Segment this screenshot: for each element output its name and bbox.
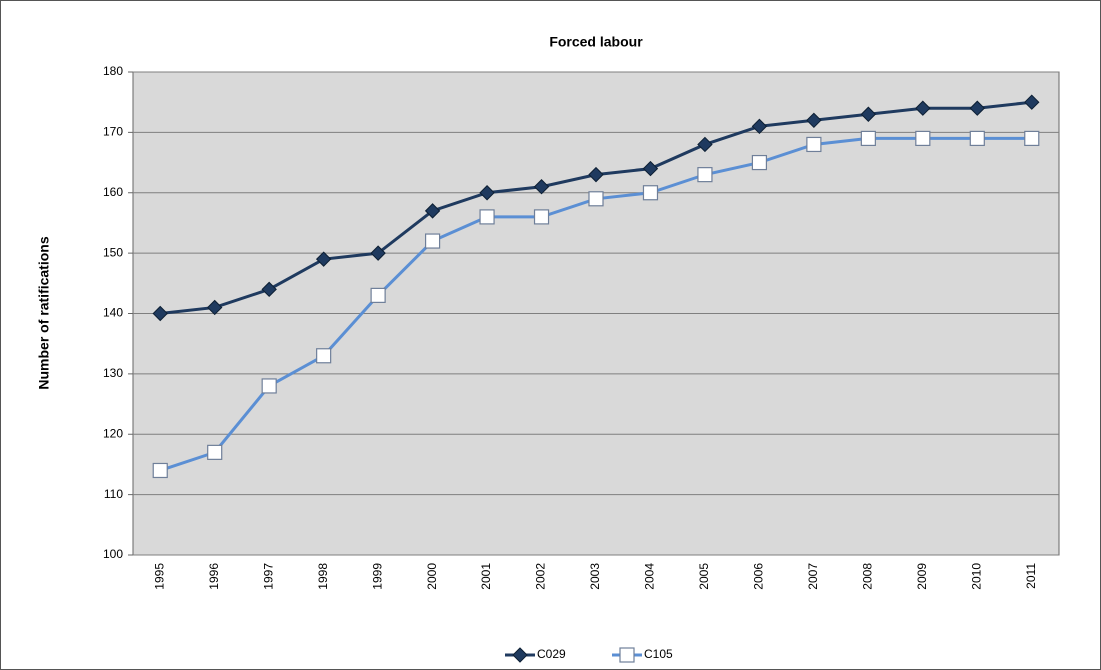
marker: [588, 166, 604, 183]
y-tick-label: 180: [103, 64, 123, 78]
y-tick-label: 160: [103, 185, 123, 199]
legend-label: C105: [644, 647, 673, 661]
marker: [370, 287, 386, 303]
marker: [642, 185, 659, 201]
x-tick-label: 2011: [1024, 563, 1038, 589]
marker: [806, 112, 822, 129]
marker: [697, 167, 713, 183]
marker: [424, 203, 441, 219]
marker: [370, 245, 386, 261]
chart-title: Forced labour: [549, 34, 643, 50]
marker: [1024, 94, 1040, 110]
marker: [642, 160, 659, 177]
x-tick-label: 2004: [643, 563, 657, 590]
y-tick-label: 110: [104, 487, 123, 501]
legend-marker: [512, 647, 528, 663]
legend-label: C029: [537, 647, 566, 661]
x-tick-label: 2007: [806, 563, 820, 590]
marker: [969, 130, 985, 147]
x-tick-label: 2000: [425, 563, 439, 590]
marker: [915, 130, 931, 147]
marker: [806, 136, 822, 153]
x-tick-label: 2003: [588, 563, 602, 590]
x-tick-label: 2002: [534, 563, 548, 590]
x-tick-label: 1999: [370, 563, 384, 590]
marker: [751, 118, 768, 135]
marker: [316, 348, 332, 364]
marker: [424, 233, 441, 249]
marker: [588, 191, 604, 207]
marker: [206, 299, 223, 316]
x-tick-label: 2010: [969, 563, 983, 590]
marker: [207, 444, 223, 460]
legend-marker: [619, 647, 635, 663]
marker: [479, 185, 495, 201]
y-axis-label: Number of ratifications: [36, 236, 52, 389]
y-tick-label: 140: [103, 306, 123, 320]
x-tick-label: 1996: [207, 563, 221, 590]
marker: [533, 179, 550, 195]
marker: [697, 136, 713, 153]
y-tick-label: 100: [103, 547, 123, 561]
marker: [751, 154, 768, 171]
marker: [315, 251, 332, 267]
x-tick-label: 1997: [261, 563, 275, 590]
x-tick-label: 2008: [861, 563, 875, 590]
marker: [969, 100, 986, 116]
x-tick-label: 2005: [697, 563, 711, 590]
y-tick-label: 150: [103, 245, 123, 259]
marker: [261, 378, 277, 394]
marker: [860, 130, 876, 147]
x-tick-label: 1995: [152, 563, 166, 590]
marker: [152, 305, 168, 322]
marker: [533, 209, 550, 225]
marker: [152, 462, 168, 479]
y-tick-label: 130: [103, 366, 123, 380]
marker: [1024, 130, 1040, 147]
marker: [261, 281, 277, 298]
marker: [915, 100, 931, 116]
x-tick-label: 1998: [316, 563, 330, 590]
y-tick-label: 170: [103, 125, 123, 139]
x-tick-label: 2006: [752, 563, 766, 590]
marker: [860, 106, 877, 122]
y-tick-label: 120: [103, 426, 123, 440]
marker: [479, 209, 495, 225]
x-tick-label: 2001: [479, 563, 493, 590]
x-tick-label: 2009: [915, 563, 929, 590]
